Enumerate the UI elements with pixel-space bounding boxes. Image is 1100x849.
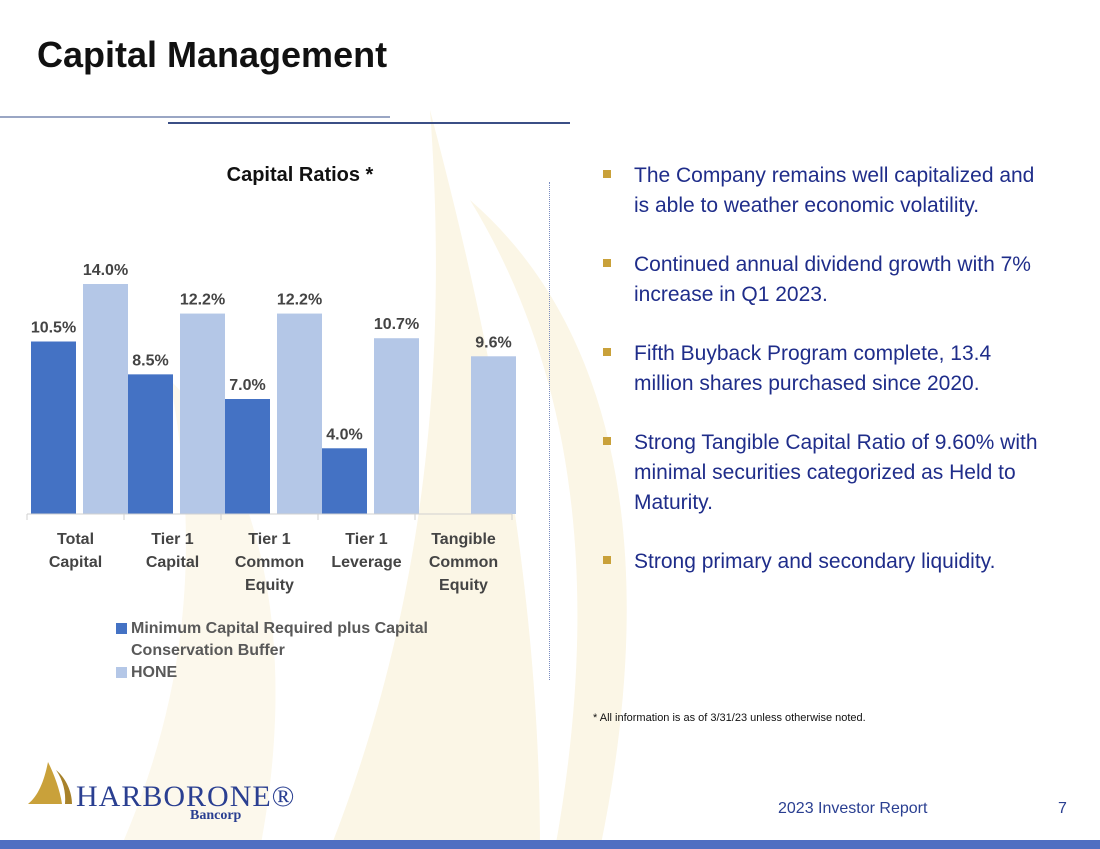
legend-item-min: Minimum Capital Required plus Capital Co… [116, 618, 476, 662]
bar-min-0 [31, 341, 76, 514]
chart-title: Capital Ratios * [226, 164, 374, 186]
logo-wordmark: HARBORONE® [76, 780, 296, 813]
x-tick-label: Total Capital [49, 531, 102, 571]
highlight-item: Strong primary and secondary liquidity. [600, 547, 1040, 577]
bullet-square-icon [603, 259, 611, 267]
highlight-item: The Company remains well capitalized and… [600, 161, 1040, 221]
data-label: 4.0% [326, 426, 362, 443]
legend-item-hone: HONE [116, 662, 476, 684]
data-label: 14.0% [83, 262, 128, 279]
highlight-text: Strong Tangible Capital Ratio of 9.60% w… [634, 431, 1038, 514]
bar-hone-4 [471, 356, 516, 514]
highlight-text: Continued annual dividend growth with 7%… [634, 253, 1031, 306]
logo-subtitle: Bancorp [190, 808, 242, 823]
data-label: 12.2% [277, 292, 322, 309]
data-label: 7.0% [229, 377, 265, 394]
bar-hone-1 [180, 313, 225, 514]
bullet-square-icon [603, 170, 611, 178]
footer-report-label: 2023 Investor Report [778, 800, 928, 817]
title-rule-accent [168, 122, 570, 124]
bar-hone-2 [277, 313, 322, 514]
bar-min-3 [322, 448, 367, 514]
bar-hone-0 [83, 284, 128, 514]
page-title: Capital Management [37, 34, 388, 75]
data-label: 12.2% [180, 292, 225, 309]
page-number: 7 [1058, 800, 1067, 817]
x-tick-label: Tier 1 Capital [146, 531, 199, 571]
highlight-text: Strong primary and secondary liquidity. [634, 550, 996, 573]
chart-legend: Minimum Capital Required plus Capital Co… [116, 618, 476, 684]
highlight-item: Continued annual dividend growth with 7%… [600, 250, 1040, 310]
highlight-item: Fifth Buyback Program complete, 13.4 mil… [600, 339, 1040, 399]
x-tick-label: Tangible Common Equity [429, 531, 498, 594]
x-tick-label: Tier 1 Common Equity [235, 531, 304, 594]
x-tick-label: Tier 1 Leverage [331, 531, 401, 571]
legend-swatch-hone [116, 667, 127, 678]
bar-min-2 [225, 399, 270, 514]
legend-label-min: Minimum Capital Required plus Capital Co… [131, 620, 428, 659]
legend-label-hone: HONE [131, 664, 178, 681]
bullet-square-icon [603, 348, 611, 356]
highlight-text: The Company remains well capitalized and… [634, 164, 1035, 217]
data-label: 10.5% [31, 320, 76, 337]
highlight-item: Strong Tangible Capital Ratio of 9.60% w… [600, 428, 1040, 518]
bullet-square-icon [603, 437, 611, 445]
bar-min-1 [128, 374, 173, 514]
data-label: 10.7% [374, 316, 419, 333]
footnote: * All information is as of 3/31/23 unles… [593, 712, 866, 724]
bullet-square-icon [603, 556, 611, 564]
footer-bar [0, 840, 1100, 849]
data-label: 9.6% [475, 334, 511, 351]
capital-ratios-chart: 10.5% 14.0% Total Capital 8.5% 12.2% Tier 1 Cap… [26, 262, 516, 594]
highlights-list: The Company remains well capitalized and… [600, 161, 1040, 606]
legend-swatch-min [116, 623, 127, 634]
data-label: 8.5% [132, 352, 168, 369]
bar-hone-3 [374, 338, 419, 514]
title-rule [0, 116, 390, 118]
highlight-text: Fifth Buyback Program complete, 13.4 mil… [634, 342, 992, 395]
harborone-logo-icon [28, 762, 72, 804]
column-divider [549, 182, 550, 680]
